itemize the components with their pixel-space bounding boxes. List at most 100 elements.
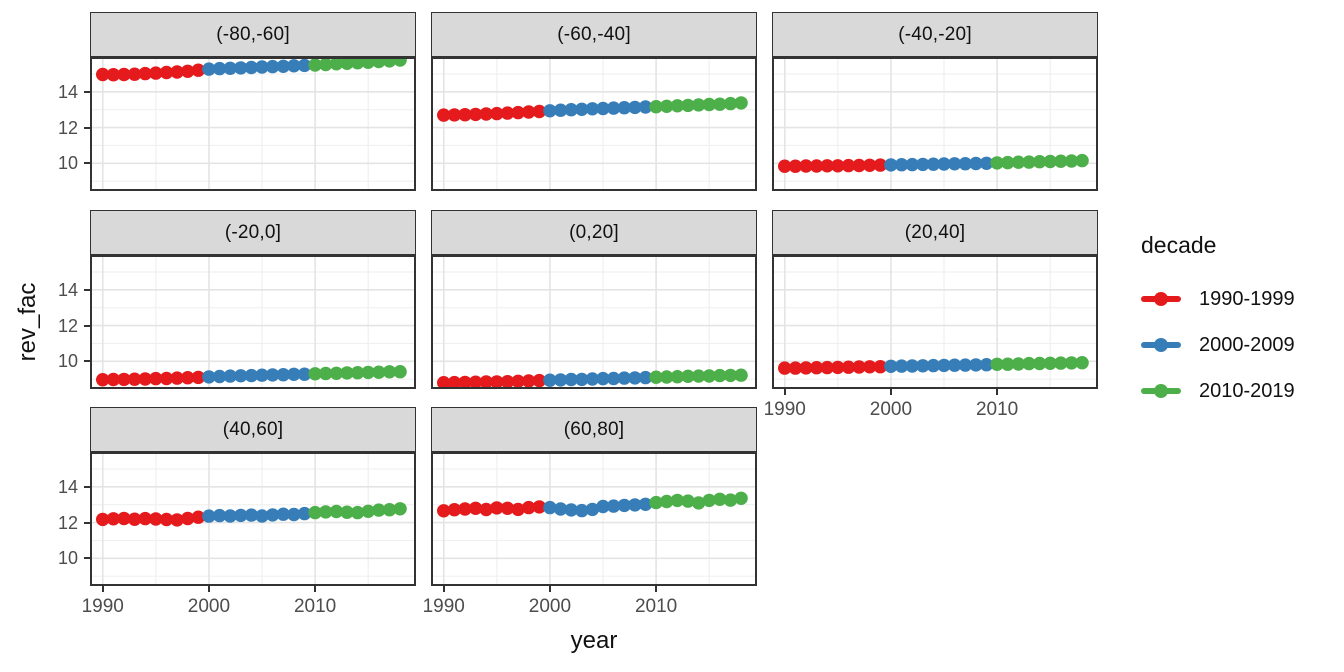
data-point	[628, 100, 642, 115]
data-point	[958, 157, 972, 171]
y-tick-mark	[84, 557, 90, 560]
facet-strip-label: (20,40]	[904, 221, 966, 243]
data-point	[458, 375, 472, 389]
data-point	[127, 372, 142, 386]
data-point	[1075, 356, 1089, 370]
data-point	[437, 376, 451, 389]
data-point	[223, 509, 237, 523]
data-point	[564, 103, 578, 117]
data-point	[96, 512, 110, 527]
data-point	[1032, 155, 1047, 169]
data-point	[329, 366, 344, 380]
data-point	[1064, 154, 1079, 168]
data-point	[670, 370, 685, 384]
data-point	[841, 158, 856, 173]
data-point	[532, 500, 546, 514]
data-point	[458, 502, 472, 516]
data-point	[276, 368, 290, 382]
legend-entry-1990-1999: 1990-1999	[1141, 285, 1295, 313]
x-tick-mark	[548, 586, 551, 592]
data-point	[723, 368, 738, 383]
y-tick-mark	[84, 126, 90, 129]
data-point	[511, 374, 525, 388]
data-point	[863, 360, 877, 374]
data-point	[117, 67, 131, 82]
data-point	[244, 368, 259, 383]
data-point	[447, 503, 462, 517]
data-point	[255, 509, 269, 523]
data-point	[723, 493, 738, 507]
x-axis-tick-label: 2000	[869, 399, 913, 420]
data-point	[265, 508, 280, 522]
data-point	[511, 502, 525, 517]
legend-label: 2000-2009	[1199, 333, 1295, 356]
data-point	[606, 371, 621, 386]
data-point	[437, 108, 451, 122]
data-point	[564, 503, 578, 517]
data-point	[905, 359, 919, 373]
gridlines	[431, 452, 757, 586]
data-point	[852, 360, 866, 374]
data-point	[969, 156, 983, 171]
data-point	[361, 57, 375, 69]
panel-border	[90, 255, 416, 389]
data-point	[297, 367, 312, 381]
data-point	[1001, 357, 1015, 371]
data-point	[947, 358, 962, 372]
data-point	[734, 491, 748, 505]
data-point	[500, 106, 515, 120]
data-point	[660, 494, 674, 509]
data-point	[191, 370, 205, 385]
data-point	[979, 156, 994, 170]
data-point	[1054, 356, 1068, 370]
y-tick-mark	[84, 162, 90, 165]
facet-panel	[90, 255, 416, 389]
data-point	[1075, 153, 1089, 168]
x-axis-tick-label: 2010	[975, 399, 1019, 420]
facet-strip: (-40,-20]	[772, 12, 1098, 57]
x-axis-tick-label: 2000	[187, 596, 231, 617]
data-point	[244, 60, 259, 75]
data-point	[138, 372, 152, 386]
gridlines	[431, 57, 757, 191]
y-axis-tick-label: 14	[57, 81, 78, 102]
data-point	[202, 370, 216, 384]
x-tick-mark	[783, 389, 786, 395]
data-point	[202, 509, 216, 523]
y-tick-mark	[84, 90, 90, 93]
data-point	[681, 98, 695, 113]
data-point	[778, 361, 792, 375]
data-point	[223, 369, 237, 383]
data-point	[681, 494, 695, 508]
data-point	[606, 499, 621, 513]
y-axis-tick-label: 12	[57, 315, 78, 336]
x-axis-tick-label: 1990	[81, 596, 124, 617]
y-axis-tick-label: 10	[57, 351, 78, 372]
data-point	[937, 358, 951, 373]
legend-key-line-point-icon	[1141, 285, 1181, 313]
x-axis-tick-label: 1990	[763, 399, 806, 420]
data-point	[308, 58, 322, 72]
data-point	[553, 103, 568, 117]
data-point	[884, 158, 898, 172]
facet-panel	[431, 452, 757, 586]
data-point	[820, 159, 834, 173]
data-point	[117, 372, 131, 387]
data-point	[575, 503, 589, 518]
data-point	[319, 57, 333, 72]
x-tick-mark	[996, 389, 999, 395]
data-point	[649, 100, 663, 114]
data-point	[96, 67, 110, 82]
y-tick-mark	[84, 288, 90, 291]
data-point	[575, 102, 589, 116]
data-point	[979, 358, 994, 372]
data-point	[681, 369, 695, 383]
data-point	[372, 365, 386, 379]
data-point	[468, 375, 483, 389]
data-point	[127, 67, 142, 81]
data-point	[138, 511, 152, 526]
data-point	[617, 101, 631, 115]
data-point	[532, 104, 546, 119]
data-point	[340, 505, 354, 519]
data-point	[532, 373, 546, 388]
